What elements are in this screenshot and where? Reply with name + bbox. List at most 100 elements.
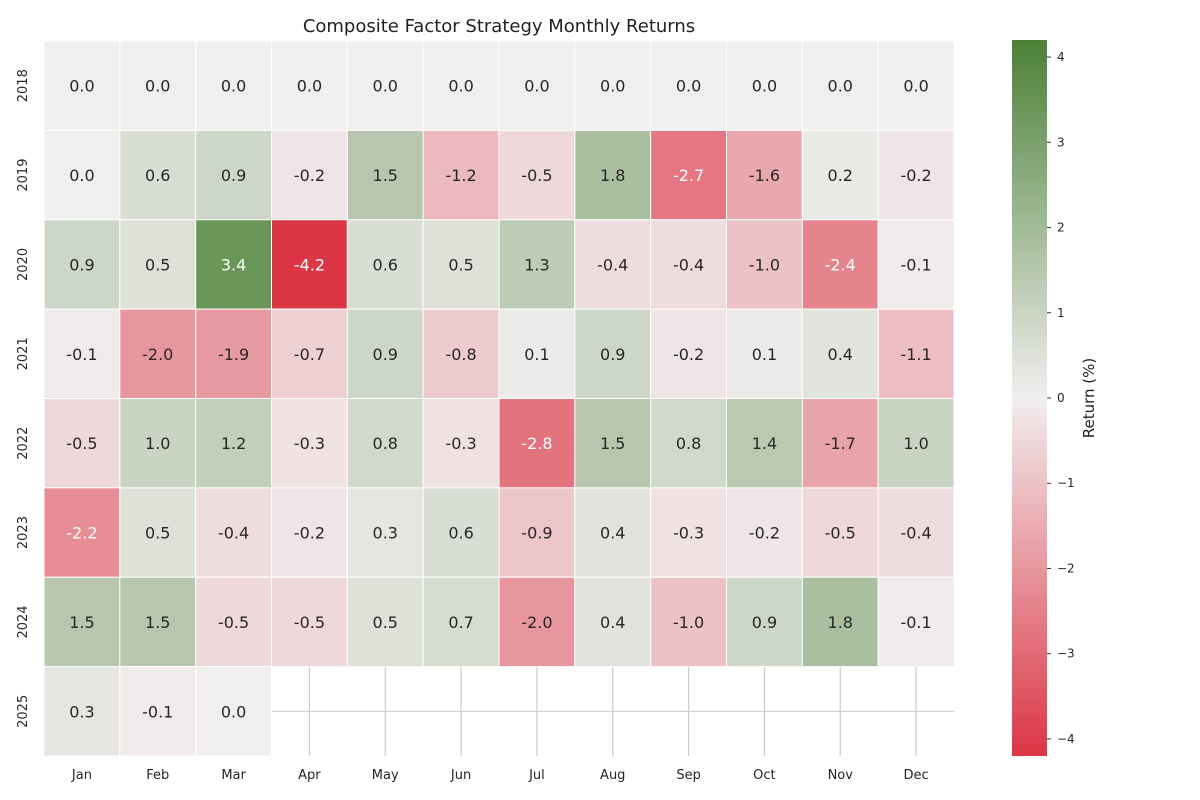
cell-value-label: 0.6 — [448, 524, 473, 543]
heatmap-cell — [422, 219, 500, 310]
x-tick-label: Sep — [676, 768, 701, 783]
cell-value-label: 0.5 — [373, 613, 398, 632]
cell-value-label: 1.8 — [828, 613, 853, 632]
cell-value-label: -2.0 — [142, 345, 173, 364]
cell-value-label: 0.9 — [752, 613, 777, 632]
cell-value-label: 0.5 — [448, 255, 473, 274]
heatmap-cell — [877, 129, 955, 221]
colorbar-tick-label: −3 — [1057, 647, 1075, 661]
cell-value-label: -0.5 — [825, 524, 856, 543]
heatmap-cell — [43, 666, 121, 757]
x-tick-label: Dec — [904, 768, 929, 783]
y-tick-label: 2023 — [16, 516, 31, 549]
cell-value-label: 0.4 — [828, 345, 853, 364]
cell-value-label: 0.0 — [69, 166, 94, 185]
cell-value-label: -0.5 — [294, 613, 325, 632]
heatmap-cell — [877, 576, 955, 668]
heatmap-cell — [346, 487, 424, 578]
cell-value-label: -0.1 — [142, 702, 173, 721]
colorbar-tick-label: 4 — [1057, 50, 1065, 64]
colorbar: 4 3 2 1 0 −1 −2 −3 −4 — [1012, 40, 1075, 756]
cell-value-label: -1.6 — [749, 166, 780, 185]
cell-value-label: 0.8 — [676, 434, 701, 453]
cell-value-label: -0.4 — [218, 524, 249, 543]
cell-value-label: -0.5 — [218, 613, 249, 632]
heatmap-cell — [119, 308, 197, 399]
heatmap-cell — [574, 308, 652, 399]
cell-value-label: 0.0 — [297, 77, 322, 96]
heatmap-cell — [119, 398, 197, 489]
cell-value-label: 1.5 — [145, 613, 170, 632]
cell-value-label: 0.0 — [903, 77, 928, 96]
cell-value-label: -2.7 — [673, 166, 704, 185]
cell-value-label: -4.2 — [294, 255, 325, 274]
heatmap-cell — [422, 308, 500, 399]
cell-value-label: 1.8 — [600, 166, 625, 185]
cell-value-label: 0.0 — [221, 702, 246, 721]
cell-value-label: -0.5 — [521, 166, 552, 185]
heatmap-cell — [574, 40, 652, 131]
heatmap-cell — [726, 308, 803, 399]
heatmap-cell — [877, 219, 955, 310]
y-tick-label: 2021 — [16, 337, 31, 370]
heatmap-cell — [574, 129, 652, 221]
cell-value-label: -0.1 — [66, 345, 97, 364]
heatmap-cell — [271, 308, 348, 399]
heatmap-cell — [195, 666, 273, 757]
heatmap-cell — [271, 576, 348, 668]
cell-value-label: -0.9 — [521, 524, 552, 543]
heatmap-cell — [195, 129, 273, 221]
heatmap-cell — [574, 576, 652, 668]
heatmap-cell — [346, 398, 424, 489]
heatmap-cell — [422, 129, 500, 221]
y-axis: 2018 2019 2020 2021 2022 2023 2024 2025 — [16, 69, 31, 728]
x-tick-label: Oct — [753, 768, 775, 783]
cell-value-label: -1.9 — [218, 345, 249, 364]
colorbar-tick-label: 1 — [1057, 306, 1065, 320]
cell-value-label: 0.1 — [524, 345, 549, 364]
colorbar-tick-label: −2 — [1057, 561, 1075, 575]
cell-value-label: 0.0 — [828, 77, 853, 96]
heatmap-cell — [271, 219, 348, 310]
cell-value-label: 0.0 — [524, 77, 549, 96]
heatmap-cell — [801, 576, 879, 668]
x-tick-label: Jan — [71, 768, 92, 783]
cell-value-label: 0.9 — [373, 345, 398, 364]
cell-value-label: -0.1 — [900, 613, 931, 632]
cell-value-label: -0.3 — [673, 524, 704, 543]
heatmap-cell — [422, 576, 500, 668]
cell-value-label: 0.7 — [448, 613, 473, 632]
cell-value-label: -1.1 — [900, 345, 931, 364]
cell-value-label: -0.3 — [445, 434, 476, 453]
cell-value-label: -0.2 — [294, 524, 325, 543]
cell-value-label: 0.6 — [373, 255, 398, 274]
y-tick-label: 2019 — [16, 159, 31, 192]
cell-value-label: -0.5 — [66, 434, 97, 453]
cell-value-label: 0.3 — [373, 524, 398, 543]
cell-value-label: 0.0 — [221, 77, 246, 96]
heatmap-cell — [346, 219, 424, 310]
colorbar-label: Return (%) — [1080, 358, 1098, 439]
x-tick-label: Mar — [221, 768, 246, 783]
cell-value-label: -0.1 — [900, 255, 931, 274]
y-tick-label: 2020 — [16, 248, 31, 281]
heatmap-cell — [650, 398, 728, 489]
cell-value-label: 0.0 — [600, 77, 625, 96]
colorbar-tick-label: −1 — [1057, 476, 1075, 490]
heatmap-cell — [498, 487, 576, 578]
cell-value-label: 0.0 — [69, 77, 94, 96]
cell-value-label: -0.7 — [294, 345, 325, 364]
cell-value-label: -0.4 — [597, 255, 628, 274]
colorbar-gradient — [1012, 40, 1047, 756]
cell-value-label: -0.4 — [673, 255, 704, 274]
cell-value-label: 1.3 — [524, 255, 549, 274]
cell-value-label: -0.3 — [294, 434, 325, 453]
cell-value-label: -0.2 — [673, 345, 704, 364]
heatmap-cell — [726, 398, 803, 489]
heatmap-cell — [801, 398, 879, 489]
cell-value-label: 0.9 — [221, 166, 246, 185]
heatmap-cell — [650, 129, 728, 221]
cell-value-label: 0.0 — [676, 77, 701, 96]
colorbar-tick-label: −4 — [1057, 732, 1075, 746]
